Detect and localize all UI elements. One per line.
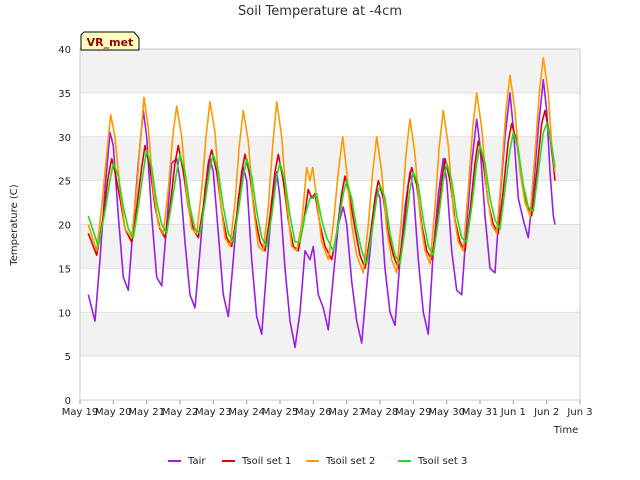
x-tick-label: May 21 (128, 407, 165, 418)
legend-label: Tsoil set 3 (417, 456, 467, 467)
chart-title: Soil Temperature at -4cm (238, 4, 402, 19)
plot-frame (79, 48, 581, 401)
y-tick-label: 25 (58, 177, 71, 188)
legend-label: Tair (187, 456, 206, 467)
x-tick-label: May 26 (295, 407, 332, 418)
grid-band (80, 49, 580, 93)
x-tick-label: Jun 1 (500, 407, 526, 418)
legend-item: Tsoil set 3 (398, 456, 467, 467)
x-tick-label: May 25 (262, 407, 299, 418)
series-line-tair (87, 78, 556, 349)
x-tick-label: May 19 (62, 407, 99, 418)
series-lines (87, 57, 556, 349)
y-tick-label: 10 (58, 308, 71, 319)
y-tick-label: 15 (58, 264, 71, 275)
legend-item: Tsoil set 2 (306, 456, 375, 467)
vr-met-badge: VR_met (80, 31, 140, 51)
y-tick-label: 40 (58, 45, 71, 56)
x-tick-label: Jun 3 (566, 407, 592, 418)
y-tick-label: 35 (58, 89, 71, 100)
x-tick-label: May 24 (228, 407, 265, 418)
badge-label: VR_met (87, 36, 134, 49)
series-line-tsoil-set-1 (87, 109, 556, 270)
grid-band (80, 136, 580, 181)
x-tick-label: May 20 (95, 407, 132, 418)
series-line-tsoil-set-2 (87, 57, 556, 274)
x-tick-label: May 23 (195, 407, 232, 418)
grid-bands (80, 49, 580, 401)
y-tick-label: 0 (65, 396, 71, 407)
x-tick-label: May 22 (162, 407, 199, 418)
grid-band (80, 180, 580, 225)
y-tick-label: 20 (58, 221, 71, 232)
legend-item: Tsoil set 1 (222, 456, 291, 467)
series-line-tsoil-set-3 (87, 122, 556, 265)
x-tick-label: Jun 2 (533, 407, 559, 418)
y-tick-label: 5 (65, 352, 71, 363)
y-axis-label: Temperature (C) (9, 184, 20, 266)
legend-label: Tsoil set 1 (241, 456, 291, 467)
x-tick-label: May 28 (362, 407, 399, 418)
x-tick-label: May 31 (462, 407, 499, 418)
legend-item: Tair (168, 456, 206, 467)
grid-band (80, 92, 580, 137)
grid-band (80, 356, 580, 400)
x-tick-label: May 29 (395, 407, 432, 418)
badge-shape (80, 31, 140, 51)
legend: Tair Tsoil set 1 Tsoil set 2 Tsoil set 3 (168, 456, 467, 467)
x-axis-label: Time (553, 425, 578, 436)
x-tick-label: May 30 (428, 407, 465, 418)
y-axis-ticks: 0 5 10 15 20 25 30 35 40 (58, 45, 71, 407)
legend-label: Tsoil set 2 (325, 456, 375, 467)
x-tick-label: May 27 (328, 407, 365, 418)
y-tick-label: 30 (58, 133, 71, 144)
